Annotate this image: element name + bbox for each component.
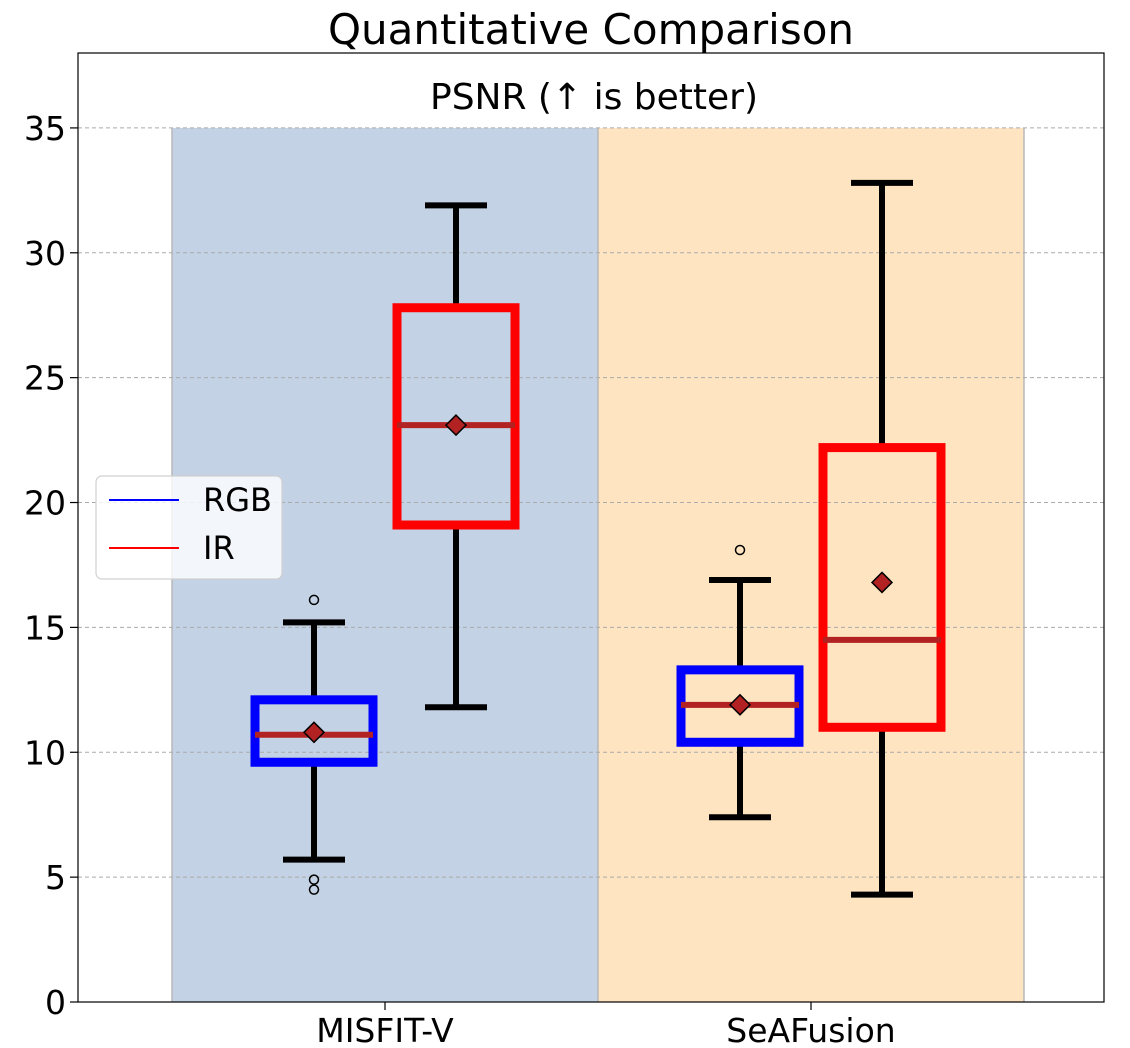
boxplot-ir-misfit-v [392,202,520,711]
mean-marker [728,693,752,716]
boxplot-rgb-seafusion [676,544,804,821]
chart-subtitle: PSNR (↑ is better) [430,77,758,118]
x-tick-label: MISFIT-V [316,1011,454,1048]
legend-label-rgb: RGB [203,481,272,519]
boxplots [250,179,946,898]
box-iqr [818,443,946,732]
category-background-seafusion [598,127,1024,1003]
mean-marker [302,721,326,744]
category-backgrounds [171,127,1025,1003]
y-tick-label: 15 [24,608,66,647]
outlier-point [308,884,320,895]
legend: RGB IR [95,475,283,580]
gridlines [78,127,1104,878]
y-tick-label: 35 [24,109,66,148]
y-tick-label: 10 [24,733,66,772]
y-tick-label: 25 [24,359,66,398]
legend-label-ir: IR [203,529,235,567]
y-tick-label: 20 [24,484,66,523]
outlier-point [308,594,320,606]
boxplot-ir-seafusion [818,179,946,898]
boxplot-rgb-misfit-v [250,594,378,895]
chart-title: Quantitative Comparison [328,5,854,54]
axes: 0 5 10 15 20 25 30 35 MISFIT-V SeAFusion [24,109,896,1048]
outlier-point [308,874,320,885]
box-iqr [392,303,520,530]
y-tick-label: 0 [45,983,66,1022]
y-tick-label: 30 [24,234,66,273]
outlier-point [734,544,746,556]
mean-marker [870,571,894,594]
x-tick-label: SeAFusion [726,1011,895,1048]
mean-marker [444,414,468,437]
box-iqr [250,695,378,767]
legend-box [95,475,283,580]
plot-frame [77,52,1105,1003]
y-tick-label: 5 [45,858,66,897]
